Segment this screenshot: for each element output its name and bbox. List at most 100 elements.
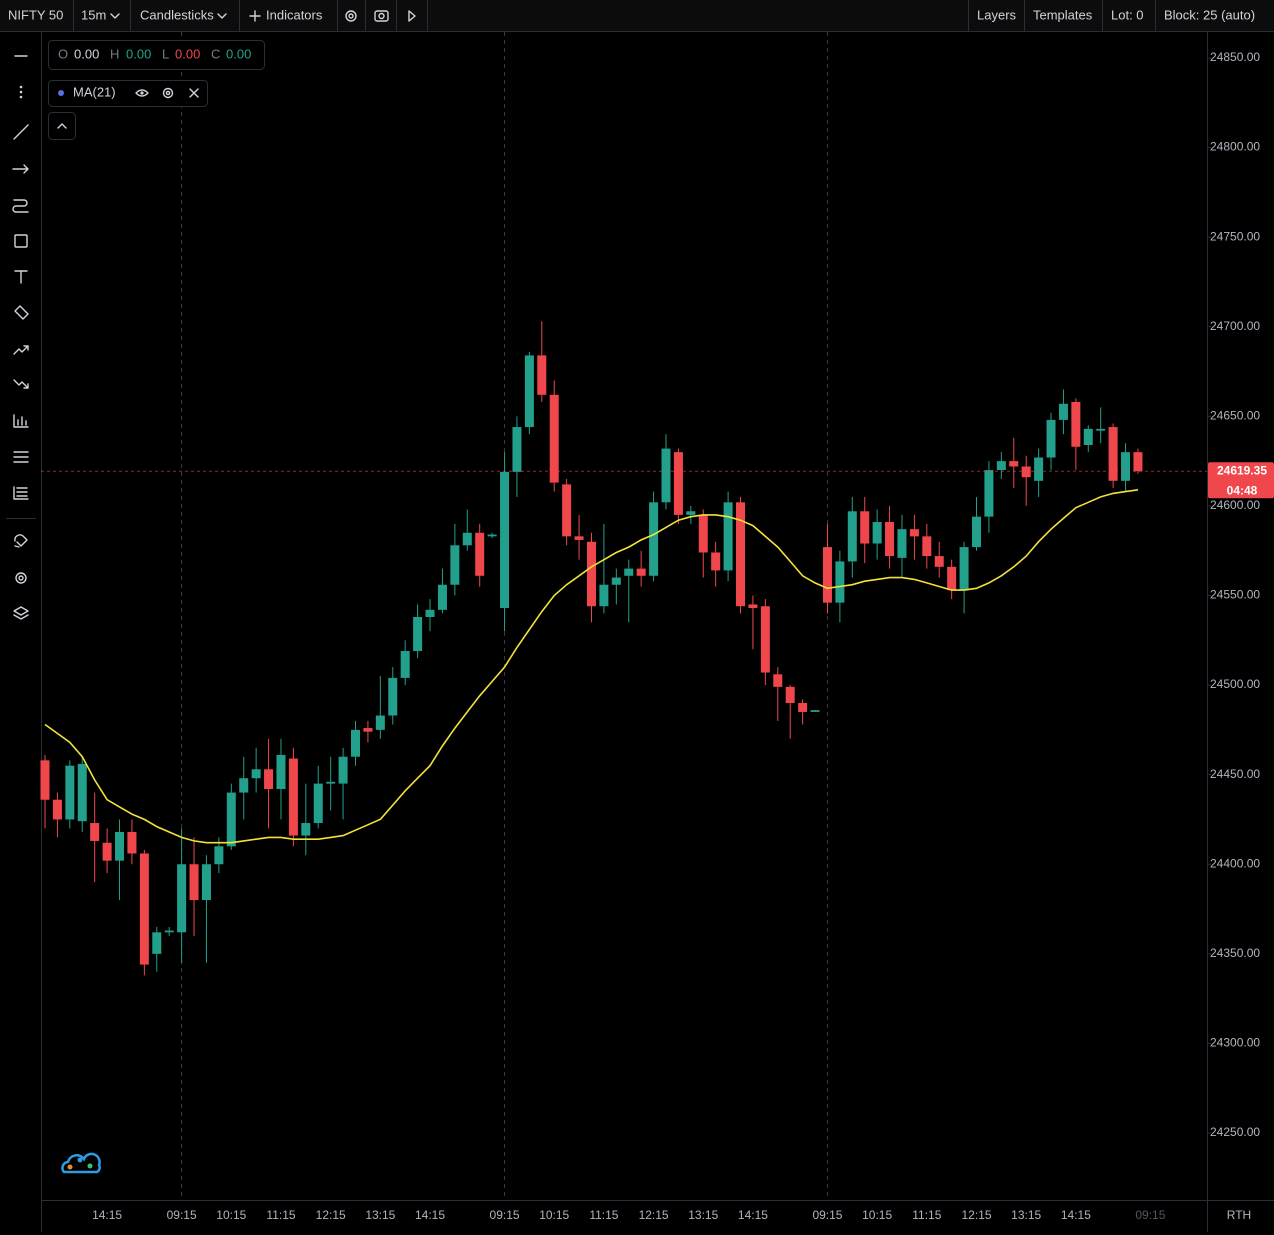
countdown-label: 04:48 <box>1227 483 1258 497</box>
candle-body <box>972 516 981 548</box>
x-tick-label: 12:15 <box>961 1208 991 1222</box>
ruler-tool[interactable] <box>14 305 29 320</box>
candle-body <box>65 765 75 820</box>
x-tick-label: 12:15 <box>316 1208 346 1222</box>
layers-tool[interactable] <box>13 606 29 620</box>
candle-body <box>922 536 932 557</box>
high-label: H <box>110 46 119 61</box>
candle-body <box>909 529 919 537</box>
y-tick-label: 24500.00 <box>1210 677 1260 691</box>
candle-body <box>301 823 311 836</box>
candle-body <box>276 754 286 789</box>
text-tool[interactable] <box>14 270 28 284</box>
plot-area <box>40 32 1143 1200</box>
candle-body <box>164 930 174 933</box>
candle-body <box>1009 461 1019 467</box>
candle-body <box>872 522 882 544</box>
close-label: C <box>211 46 220 61</box>
candle-body <box>425 609 435 617</box>
settings-tool[interactable] <box>15 572 27 584</box>
candle-body <box>1021 466 1031 478</box>
lot-button[interactable]: Lot: 0 <box>1111 7 1144 22</box>
lines-tool[interactable] <box>13 451 29 463</box>
moving-average-line <box>44 489 1139 844</box>
magnet-tool[interactable] <box>14 534 28 548</box>
candle-body <box>574 536 584 540</box>
candle-body <box>996 461 1006 471</box>
templates-button[interactable]: Templates <box>1033 7 1093 22</box>
candle-body <box>885 522 895 557</box>
candle-body <box>152 932 162 954</box>
high-value: 0.00 <box>126 46 151 61</box>
candle-body <box>500 471 510 609</box>
x-tick-label: 09:15 <box>812 1208 842 1222</box>
candle-body <box>462 532 472 546</box>
x-tick-label: 10:15 <box>216 1208 246 1222</box>
candle-body <box>90 823 100 841</box>
candle-body <box>363 728 373 732</box>
indicator-settings-button[interactable] <box>162 87 174 99</box>
symbol-button[interactable]: NIFTY 50 <box>8 7 63 22</box>
candle-body <box>102 842 112 861</box>
candle-body <box>214 846 224 865</box>
candle-body <box>487 534 497 537</box>
candle-body <box>673 452 683 515</box>
arrow-tool[interactable] <box>12 164 29 174</box>
visibility-button[interactable] <box>135 89 149 97</box>
chart-tool[interactable] <box>13 414 29 428</box>
toolbar-separators <box>73 0 1156 31</box>
logo <box>61 1152 101 1174</box>
trend-down-tool[interactable] <box>13 379 29 389</box>
chevron-icon <box>217 13 227 19</box>
candle-body <box>251 769 261 779</box>
chart-style-button[interactable]: Candlesticks <box>140 7 214 22</box>
candle-body <box>562 484 572 537</box>
last-price-box <box>1208 462 1274 499</box>
candle-body <box>760 606 770 673</box>
candle-body <box>524 355 534 428</box>
candle-body <box>288 758 298 836</box>
candle-body <box>1046 419 1056 458</box>
indicator-name[interactable]: MA(21) <box>73 84 116 99</box>
path-tool[interactable] <box>12 199 29 213</box>
indicator-legend: MA(21) <box>48 80 208 140</box>
candle-body <box>785 686 795 703</box>
x-tick-label: 11:15 <box>266 1208 295 1222</box>
candle-body <box>450 545 460 585</box>
list-tool[interactable] <box>13 486 29 500</box>
candle-body <box>239 778 249 793</box>
candle-body <box>860 511 870 544</box>
candle-body <box>810 710 820 712</box>
snapshot-button[interactable] <box>374 10 389 22</box>
remove-button[interactable] <box>189 88 199 98</box>
interval-button[interactable]: 15m <box>81 7 106 22</box>
y-tick-label: 24550.00 <box>1210 588 1260 602</box>
candle-body <box>313 783 323 824</box>
ohlc-legend: O 0.00 H 0.00 L 0.00 C 0.00 <box>48 40 265 70</box>
candle-body <box>1083 428 1093 445</box>
trend-up-tool[interactable] <box>13 345 29 355</box>
candle-body <box>512 427 522 472</box>
candle-body <box>1108 427 1118 481</box>
more-tool[interactable] <box>19 85 23 99</box>
x-tick-label: 14:15 <box>1061 1208 1091 1222</box>
candle-body <box>947 566 957 591</box>
replay-button[interactable] <box>408 10 416 22</box>
x-tick-label: 13:15 <box>365 1208 395 1222</box>
rectangle-tool[interactable] <box>14 234 28 248</box>
layers-button[interactable]: Layers <box>977 7 1017 22</box>
candle-body <box>723 502 733 571</box>
candle-body <box>437 584 447 610</box>
indicators-button[interactable]: Indicators <box>266 7 323 22</box>
candle-body <box>400 651 410 678</box>
candle-body <box>748 604 758 609</box>
collapse-legend-button[interactable] <box>48 112 76 140</box>
chevron-icon <box>110 13 120 19</box>
block-button[interactable]: Block: 25 (auto) <box>1164 7 1255 22</box>
settings-button[interactable] <box>345 10 357 22</box>
line-tool[interactable] <box>13 124 29 140</box>
low-label: L <box>162 46 169 61</box>
last-price-label: 24619.35 <box>1217 463 1267 477</box>
